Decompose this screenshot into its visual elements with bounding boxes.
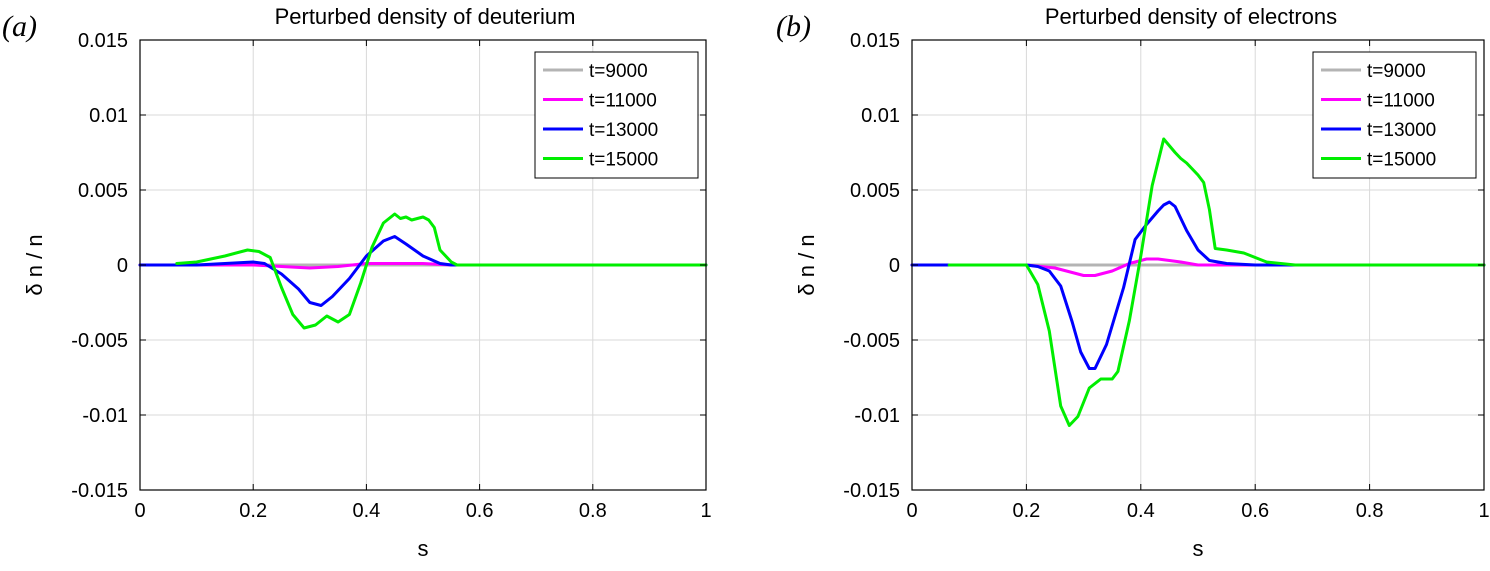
x-tick-label: 0.8 [579, 500, 607, 522]
legend: t=9000 t=11000 t=13000 t=15000 [534, 51, 699, 179]
x-tick-label: 1 [1478, 500, 1489, 522]
x-tick-label: 0.4 [352, 500, 380, 522]
y-axis-label: δ n / n [794, 234, 819, 295]
x-tick-label: 1 [700, 500, 711, 522]
legend-entry: t=13000 [1367, 120, 1436, 141]
tick-labels: 0 0.2 0.4 0.6 0.8 1 0.015 0.01 0.005 0 -0.005 -0.01… [71, 30, 711, 522]
x-tick-label: 0.8 [1356, 500, 1384, 522]
series-line-t=13000 [910, 200, 1486, 370]
y-tick-label: 0.01 [89, 105, 128, 127]
chart-title: Perturbed density of deuterium [275, 4, 576, 29]
legend-entry: t=9000 [1367, 61, 1426, 82]
y-tick-label: 0 [889, 255, 900, 277]
x-tick-label: 0 [134, 500, 145, 522]
legend-entry: t=13000 [589, 120, 658, 141]
y-tick-label: 0.005 [78, 180, 128, 202]
y-tick-label: -0.015 [71, 480, 128, 502]
x-tick-label: 0.6 [466, 500, 494, 522]
series-group [138, 212, 708, 330]
series-line-t=13000 [138, 235, 708, 307]
panel-b: (b) Perturbed density of electrons 0 0.2 0.4… [776, 4, 1490, 561]
chart-title: Perturbed density of electrons [1045, 4, 1337, 29]
y-tick-label: 0.01 [861, 105, 900, 127]
y-tick-label: -0.015 [843, 480, 900, 502]
legend-entry: t=15000 [589, 150, 658, 171]
x-tick-label: 0.2 [1012, 500, 1040, 522]
y-tick-label: 0.015 [850, 30, 900, 52]
y-tick-label: -0.01 [82, 405, 128, 427]
series-line-t=15000 [175, 212, 708, 330]
legend: t=9000 t=11000 t=13000 t=15000 [1312, 51, 1477, 179]
x-tick-label: 0.4 [1127, 500, 1155, 522]
series-group [910, 137, 1486, 427]
panel-label: (a) [2, 10, 37, 43]
y-tick-label: -0.005 [71, 330, 128, 352]
x-tick-label: 0.2 [239, 500, 267, 522]
legend-entry: t=15000 [1367, 150, 1436, 171]
legend-entry: t=11000 [589, 91, 657, 112]
y-tick-label: -0.01 [854, 405, 900, 427]
legend-entry: t=9000 [589, 61, 648, 82]
y-tick-label: -0.005 [843, 330, 900, 352]
x-axis-label: s [1193, 536, 1204, 561]
x-axis-label: s [418, 536, 429, 561]
y-tick-label: 0.005 [850, 180, 900, 202]
legend-entry: t=11000 [1367, 91, 1435, 112]
panel-label: (b) [776, 10, 811, 43]
y-axis-label: δ n / n [22, 234, 47, 295]
y-tick-label: 0 [117, 255, 128, 277]
y-tick-label: 0.015 [78, 30, 128, 52]
panel-a: (a) Perturbed density of deuterium 0 0.2 0.4… [2, 4, 712, 561]
tick-labels: 0 0.2 0.4 0.6 0.8 1 0.015 0.01 0.005 0 -0.005 -0.01… [843, 30, 1489, 522]
x-tick-label: 0.6 [1241, 500, 1269, 522]
series-line-t=11000 [910, 257, 1486, 277]
x-tick-label: 0 [906, 500, 917, 522]
series-line-t=15000 [947, 137, 1486, 427]
